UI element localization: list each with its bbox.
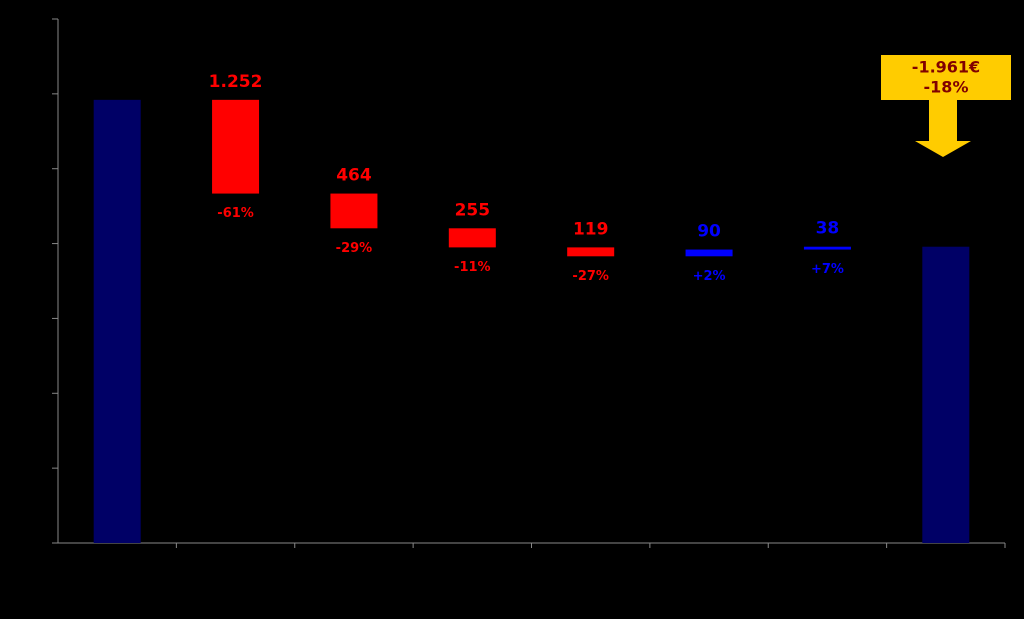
bar: [685, 249, 733, 257]
pct-label: -29%: [336, 241, 373, 256]
callout-text: -18%: [924, 78, 969, 97]
pct-label: -61%: [217, 206, 254, 221]
pct-label: -27%: [572, 269, 609, 284]
value-label: 119: [573, 219, 609, 239]
value-label: 464: [336, 166, 372, 186]
bar: [212, 99, 260, 194]
value-label: 90: [697, 222, 721, 242]
callout-arrow: [915, 100, 971, 157]
bar: [93, 99, 141, 544]
callout-box: [881, 55, 1011, 100]
pct-label: +2%: [693, 269, 726, 284]
bar: [922, 246, 970, 543]
pct-label: -11%: [454, 260, 491, 275]
pct-label: +7%: [811, 262, 844, 277]
value-label: 255: [455, 200, 491, 220]
bar: [803, 246, 851, 250]
bar: [448, 228, 496, 248]
bar: [567, 247, 615, 257]
value-label: 38: [816, 219, 840, 239]
callout-text: -1.961€: [912, 58, 980, 77]
bar: [330, 193, 378, 229]
value-label: 1.252: [209, 72, 263, 92]
